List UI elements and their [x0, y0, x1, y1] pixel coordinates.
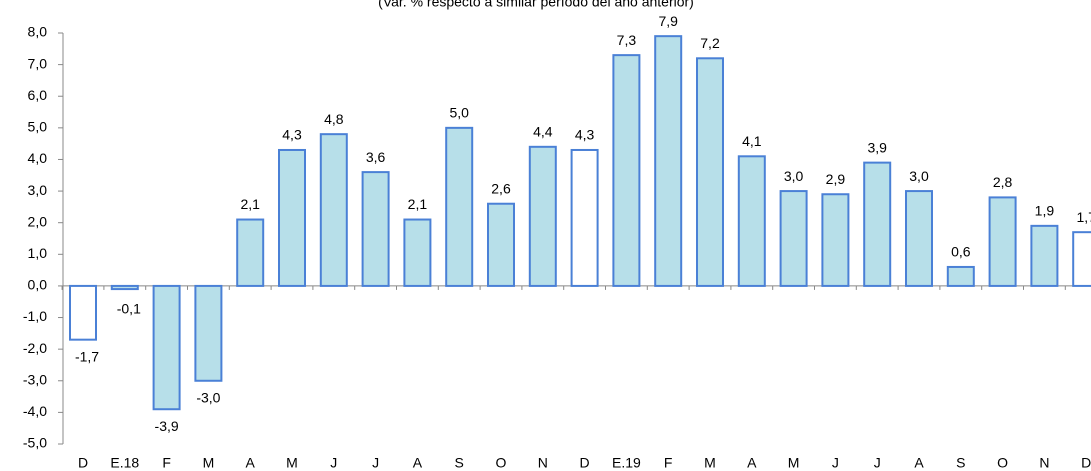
- y-tick-label: -1,0: [23, 308, 47, 324]
- x-tick-label: N: [1039, 455, 1049, 471]
- value-label: 0,6: [951, 244, 971, 260]
- x-tick-label: A: [246, 455, 256, 471]
- x-tick-label: A: [413, 455, 423, 471]
- bar: [696, 57, 724, 287]
- x-tick-label: F: [664, 455, 673, 471]
- y-tick-label: 6,0: [28, 87, 48, 103]
- bar: [69, 284, 97, 341]
- value-label: -3,9: [155, 418, 179, 434]
- bar: [905, 190, 933, 287]
- y-tick-label: 2,0: [28, 213, 48, 229]
- value-label: -3,0: [196, 389, 220, 405]
- bar: [946, 265, 975, 287]
- bar: [570, 148, 599, 287]
- y-tick-label: -4,0: [23, 403, 47, 419]
- y-tick-label: 4,0: [28, 150, 48, 166]
- bar: [863, 161, 892, 287]
- bar: [612, 54, 641, 287]
- x-tick-label: M: [788, 455, 800, 471]
- value-label: 4,3: [282, 127, 302, 143]
- bar: [319, 133, 348, 287]
- value-label: 7,9: [658, 13, 678, 29]
- y-tick-label: 0,0: [28, 277, 48, 293]
- value-label: -1,7: [75, 348, 99, 364]
- bar: [152, 284, 181, 411]
- value-label: 2,1: [408, 196, 428, 212]
- y-tick-label: 7,0: [28, 55, 48, 71]
- x-tick-label: E.19: [612, 455, 641, 471]
- bar: [1030, 224, 1059, 287]
- value-label: 2,6: [491, 180, 511, 196]
- bar: [110, 284, 139, 291]
- x-tick-label: M: [286, 455, 298, 471]
- value-label: 7,3: [617, 32, 637, 48]
- y-tick-label: -5,0: [23, 435, 47, 451]
- x-tick-label: D: [1081, 455, 1091, 471]
- y-tick-label: 5,0: [28, 119, 48, 135]
- x-tick-label: F: [162, 455, 171, 471]
- x-tick-label: M: [704, 455, 716, 471]
- x-tick-label: D: [580, 455, 590, 471]
- x-tick-label: S: [455, 455, 464, 471]
- value-label: 3,6: [366, 149, 386, 165]
- x-tick-label: E.18: [110, 455, 139, 471]
- x-tick-label: A: [914, 455, 924, 471]
- value-label: 4,4: [533, 124, 553, 140]
- bar: [236, 218, 265, 287]
- value-label: 3,0: [784, 168, 804, 184]
- x-tick-label: J: [832, 455, 839, 471]
- x-tick-label: M: [203, 455, 215, 471]
- value-label: 4,1: [742, 133, 762, 149]
- bar: [278, 148, 306, 287]
- x-tick-label: J: [330, 455, 337, 471]
- x-tick-label: A: [747, 455, 757, 471]
- x-tick-label: O: [496, 455, 507, 471]
- value-label: -0,1: [117, 301, 141, 317]
- x-tick-label: J: [874, 455, 881, 471]
- bar: [528, 145, 557, 287]
- bar: [779, 190, 808, 287]
- value-label: 7,2: [700, 35, 720, 51]
- bar: [194, 284, 223, 382]
- y-tick-label: 3,0: [28, 182, 48, 198]
- value-label: 1,9: [1035, 203, 1055, 219]
- value-label: 3,9: [867, 139, 887, 155]
- chart-subtitle: (Var. % respecto a similar período del a…: [378, 0, 694, 10]
- x-tick-label: N: [538, 455, 548, 471]
- y-tick-label: 1,0: [28, 245, 48, 261]
- value-label: 4,3: [575, 127, 595, 143]
- x-tick-label: S: [956, 455, 965, 471]
- bar: [654, 35, 683, 287]
- bar: [445, 126, 474, 287]
- x-tick-label: J: [372, 455, 379, 471]
- value-label: 1,7: [1076, 209, 1091, 225]
- value-label: 2,8: [993, 174, 1013, 190]
- value-label: 2,1: [240, 196, 260, 212]
- value-label: 3,0: [909, 168, 929, 184]
- bar: [988, 196, 1017, 287]
- y-tick-label: -2,0: [23, 340, 47, 356]
- bar: [487, 202, 515, 287]
- value-label: 2,9: [826, 171, 846, 187]
- y-tick-label: -3,0: [23, 371, 47, 387]
- x-tick-label: D: [78, 455, 88, 471]
- value-label: 4,8: [324, 111, 344, 127]
- bar: [821, 193, 850, 287]
- y-tick-label: 8,0: [28, 24, 48, 40]
- bar: [737, 155, 766, 287]
- bar: [1072, 231, 1091, 287]
- x-tick-label: O: [997, 455, 1008, 471]
- value-label: 5,0: [449, 105, 469, 121]
- bar: [403, 218, 432, 287]
- bar: [361, 171, 390, 287]
